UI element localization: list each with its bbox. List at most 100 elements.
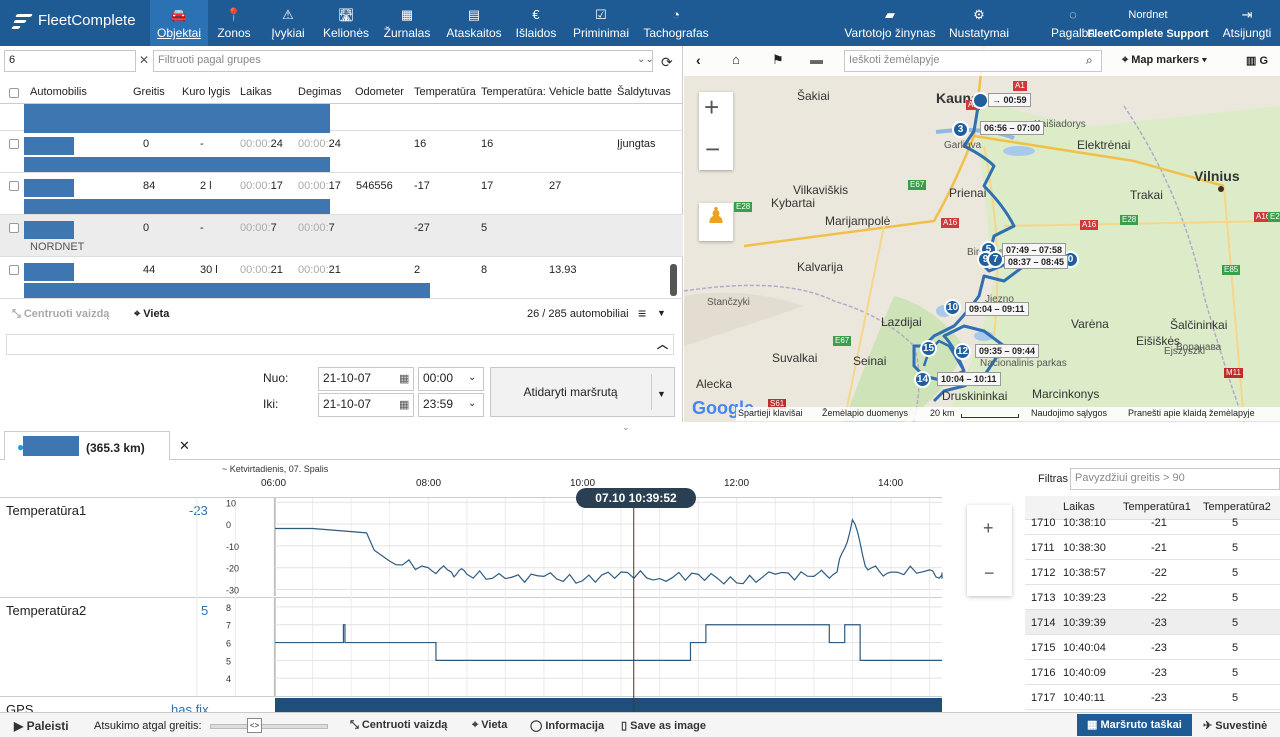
nav-zonos[interactable]: 📍 Zonos [210,0,258,46]
truck-icon[interactable]: ▬ [810,52,823,67]
list-menu-icon[interactable]: ≡ [638,305,647,321]
from-time-input[interactable]: 00:00 [418,367,484,391]
from-date-input[interactable]: 21-10-07 [318,367,414,391]
col-temperatura1[interactable]: Temperatūra1 [1123,501,1191,513]
open-route-menu-icon[interactable]: ▼ [657,389,666,399]
col-degimas[interactable]: Degimas [298,86,342,98]
route-stop-marker[interactable]: 14 [914,371,931,388]
nav-right-4[interactable]: ⇥ Atsijungti [1217,0,1277,46]
fleetcomplete-logo[interactable]: FleetComplete [11,12,136,29]
col-kuro-lygis[interactable]: Kuro lygis [182,86,231,98]
resize-handle-icon[interactable]: ⌄ [622,422,630,432]
to-time-input[interactable]: 23:59 [418,393,484,417]
from-time-chevron-icon[interactable]: ⌄ [468,372,477,383]
table-row[interactable]: 1711 10:38:30 -21 5 [1025,535,1280,560]
to-date-input[interactable]: 21-10-07 [318,393,414,417]
route-stop-marker[interactable]: 3 [952,121,969,138]
nav-right-0[interactable]: ▰ Vartotojo žinynas [840,0,940,46]
temperature-chart[interactable]: 10 0 -10 -20 -30 8 7 6 5 4 [0,460,1025,712]
col-temperatura1[interactable]: Temperatūra [414,86,476,98]
table-row[interactable]: 84 2 l 546556 -17 17 27 00:00:17 00:00:17 [0,173,683,215]
col-saldytuvas[interactable]: Šaldytuvas [617,86,671,98]
nav-žurnalas[interactable]: ▦ Žurnalas [378,0,436,46]
stop-time-label[interactable]: 09:04 – 09:11 [965,302,1029,316]
route-stop-marker[interactable]: 7 [987,251,1004,268]
zoom-out-button[interactable]: − [705,134,721,164]
table-row[interactable]: 0-16 16 Įjungtas 00:00:24 00:00:24 [0,131,683,173]
table-row[interactable]: 1716 10:40:09 -23 5 [1025,660,1280,685]
row-checkbox[interactable] [9,265,19,275]
nav-kelionės[interactable]: 🛣 Kelionės [318,0,374,46]
stop-time-label[interactable]: → 00:59 [988,93,1031,107]
table-row[interactable]: 1715 10:40:04 -23 5 [1025,635,1280,660]
row-checkbox[interactable] [9,181,19,191]
route-stop-marker[interactable]: 15 [920,340,937,357]
open-route-button[interactable]: Atidaryti maršrutą [490,367,675,417]
stop-time-label[interactable]: 10:04 – 10:11 [937,372,1001,386]
route-points-button[interactable]: ▦ Maršruto taškai [1077,714,1192,736]
nav-priminimai[interactable]: ☑ Priminimai [566,0,636,46]
to-time-chevron-icon[interactable]: ⌄ [468,398,477,409]
row-filter-input[interactable]: Pavyzdžiui greitis > 90 [1070,468,1280,490]
group-filter-input[interactable]: Filtruoti pagal grupes [153,50,653,72]
close-tab-icon[interactable]: ✕ [179,438,190,453]
play-button[interactable]: ▶ Paleisti [14,719,69,733]
route-start-marker[interactable] [972,92,989,109]
place-button[interactable]: ⌖ Vieta [472,719,508,731]
stop-time-label[interactable]: 09:35 – 09:44 [975,344,1040,358]
nav-tachografas[interactable]: ◔ Tachografas [640,0,712,46]
center-view-button[interactable]: ⤡ Centruoti vaizdą [350,719,448,731]
nav-įvykiai[interactable]: ⚠ Įvykiai [262,0,314,46]
col-laikas[interactable]: Laikas [240,86,272,98]
flag-icon[interactable]: ⚑ [772,52,784,67]
chevron-up-icon[interactable]: ︿ [657,339,668,351]
collapse-left-icon[interactable]: ‹ [696,52,701,68]
select-all-checkbox[interactable] [9,88,19,98]
nav-right-2[interactable]: ◌ Pagalba [1050,0,1096,46]
map-data-link[interactable]: Žemėlapio duomenys [822,408,909,418]
home-icon[interactable]: ⌂ [732,52,740,67]
map-type-icon[interactable]: ▥ G [1246,55,1269,67]
nav-objektai[interactable]: 🚘 Objektai [150,0,208,46]
calendar-icon[interactable]: ▦ [399,399,410,411]
stop-time-label[interactable]: 08:37 – 08:45 [1004,255,1069,269]
map-markers-dropdown[interactable]: ⌖ Map markers ▾ [1122,54,1207,66]
table-row[interactable]: 44 30 l 2 8 13.93 00:00:21 00:00:21 [0,257,683,299]
row-checkbox[interactable] [9,223,19,233]
nav-right-3[interactable]: Nordnet FleetComplete Support [1083,0,1213,46]
refresh-icon[interactable]: ⟳ [661,54,673,70]
playback-speed-slider[interactable]: <> [247,718,262,733]
street-view-pegman-icon[interactable]: ♟ [699,203,733,241]
table-scrollbar[interactable] [670,264,677,296]
table-row[interactable]: 0- -27 5 00:00:7 00:00:7 NORDNET [0,215,683,257]
summary-button[interactable]: ✈ Suvestinė [1203,720,1268,732]
route-stop-marker[interactable]: 10 [944,299,961,316]
col-greitis[interactable]: Greitis [133,86,165,98]
double-chevron-down-icon[interactable]: ⌄⌄ [637,54,654,65]
place-link[interactable]: ⌖ Vieta [134,308,170,320]
save-image-button[interactable]: ▯ Save as image [621,720,706,732]
table-row[interactable]: 1717 10:40:11 -23 5 [1025,685,1280,710]
chart-zoom-in-button[interactable]: + [983,518,994,538]
col-temperatura2[interactable]: Temperatūra: [481,86,546,98]
zoom-in-button[interactable]: + [704,92,720,122]
calendar-icon[interactable]: ▦ [399,373,410,385]
table-row[interactable]: 1713 10:39:23 -22 5 [1025,585,1280,610]
map-view[interactable]: ‹ ⌂ ⚑ ▬ Ieškoti žemėlapyje ⌕ ⌖ Map marke… [684,46,1280,422]
table-row[interactable]: 1714 10:39:39 -23 5 [1025,610,1280,635]
object-search-input[interactable]: 6 [4,50,136,72]
chart-zoom-out-button[interactable]: − [984,563,995,583]
route-stop-marker[interactable]: 12 [954,343,971,360]
col-odometer[interactable]: Odometer [355,86,404,98]
col-automobilis[interactable]: Automobilis [30,86,87,98]
search-icon[interactable]: ⌕ [1086,53,1093,67]
caret-down-icon[interactable]: ▼ [657,308,666,318]
keyboard-shortcuts-link[interactable]: Spartieji klavišai [738,408,803,418]
table-row[interactable] [0,104,683,133]
nav-right-1[interactable]: ⚙ Nustatymai [945,0,1013,46]
table-row[interactable]: 1712 10:38:57 -22 5 [1025,560,1280,585]
nav-išlaidos[interactable]: € Išlaidos [512,0,560,46]
stop-time-label[interactable]: 06:56 – 07:00 [980,121,1045,135]
col-temperatura2[interactable]: Temperatūra2 [1203,501,1271,513]
col-vehicle-battery[interactable]: Vehicle batte [549,86,612,98]
